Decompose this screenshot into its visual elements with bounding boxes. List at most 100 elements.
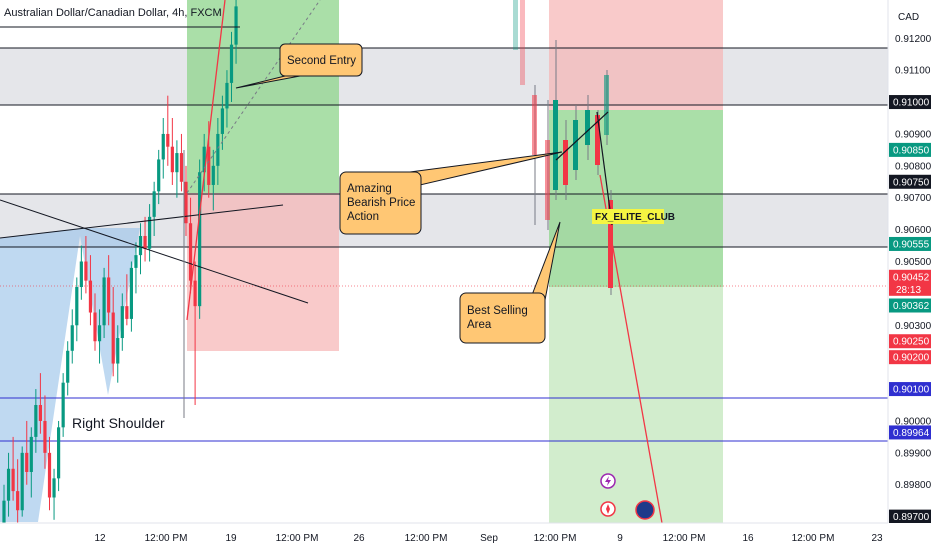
candle-body bbox=[202, 146, 206, 173]
time-tick-label: 12:00 PM bbox=[792, 533, 835, 544]
drawing-lines bbox=[0, 0, 663, 524]
candle-body bbox=[20, 452, 24, 511]
candle-body bbox=[16, 491, 20, 511]
candle-body bbox=[513, 0, 518, 50]
price-tick-label: 0.91200 bbox=[895, 34, 932, 45]
price-tick-label: 0.90300 bbox=[895, 321, 932, 332]
time-tick-label: 16 bbox=[742, 533, 754, 544]
callout-box bbox=[459, 292, 546, 344]
candle-body bbox=[52, 478, 56, 498]
projection-down-line bbox=[599, 174, 663, 524]
price-tick-label: 0.90800 bbox=[895, 161, 932, 172]
event-icons[interactable] bbox=[600, 473, 655, 520]
candle-body bbox=[116, 338, 120, 364]
price-tick-label: 0.90000 bbox=[895, 416, 932, 427]
price-tick-label: 0.89900 bbox=[895, 448, 932, 459]
price-ticks: 0.91200 0.91100 0.90900 0.90800 0.90700 0.906… bbox=[895, 34, 932, 491]
price-level-label: 0.89964 bbox=[893, 428, 930, 439]
candle-body bbox=[225, 82, 229, 109]
time-tick-label: 9 bbox=[617, 533, 623, 544]
annotation-text: Bearish Price bbox=[347, 197, 415, 209]
bearish-line-2 bbox=[596, 111, 613, 226]
time-axis[interactable] bbox=[0, 523, 932, 550]
candle-body bbox=[25, 452, 29, 472]
candle-body bbox=[157, 159, 161, 192]
annotation-text: Best Selling bbox=[467, 305, 528, 317]
price-label-bg bbox=[889, 509, 931, 524]
time-tick-label: 12:00 PM bbox=[276, 533, 319, 544]
candle-body bbox=[532, 95, 537, 155]
price-level-label: 0.90750 bbox=[893, 177, 930, 188]
time-tick-label: 12:00 PM bbox=[405, 533, 448, 544]
short-stop-box bbox=[549, 0, 723, 110]
candle-body bbox=[107, 277, 111, 313]
candle-body bbox=[129, 267, 133, 319]
callout-second-entry[interactable]: Second Entry bbox=[235, 43, 363, 89]
countdown-label: 28:13 bbox=[896, 285, 921, 296]
bearish-line-1 bbox=[555, 111, 609, 161]
candle-body bbox=[553, 100, 558, 190]
candle-body bbox=[573, 120, 578, 170]
australia-flag-icon[interactable] bbox=[635, 500, 655, 520]
candle-body bbox=[57, 427, 61, 479]
price-tick-label: 0.90900 bbox=[895, 129, 932, 140]
candle-body bbox=[61, 382, 65, 428]
trend-line-down bbox=[0, 199, 309, 304]
price-tick-label: 0.89800 bbox=[895, 480, 932, 491]
annotation-text: Area bbox=[467, 319, 492, 331]
time-tick-label: Sep bbox=[480, 533, 498, 544]
price-tick-label: 0.90500 bbox=[895, 257, 932, 268]
price-label-bg bbox=[889, 298, 931, 313]
candle-body bbox=[152, 191, 156, 217]
time-tick-label: 26 bbox=[353, 533, 365, 544]
candle-body bbox=[179, 153, 184, 182]
time-ticks: 12 12:00 PM 19 12:00 PM 26 12:00 PM Sep 12:00 P… bbox=[94, 533, 883, 544]
candle-body bbox=[216, 133, 220, 166]
price-level-label: 0.90200 bbox=[893, 353, 930, 364]
candle-body bbox=[6, 468, 11, 501]
price-label-bg bbox=[889, 382, 931, 397]
candle-body bbox=[125, 306, 129, 319]
candle-body bbox=[170, 146, 174, 173]
time-tick-label: 12:00 PM bbox=[145, 533, 188, 544]
candle-body bbox=[70, 325, 74, 351]
candle-body bbox=[595, 115, 600, 165]
time-tick-label: 12 bbox=[94, 533, 106, 544]
price-label-bg bbox=[889, 95, 931, 110]
callout-bearish-action[interactable]: Amazing Bearish Price Action bbox=[339, 151, 563, 235]
lightning-glyph-icon bbox=[605, 476, 611, 486]
candle-body bbox=[97, 325, 102, 342]
callout-box bbox=[339, 171, 422, 235]
price-label-bg bbox=[889, 236, 931, 251]
price-label-bg bbox=[889, 269, 931, 296]
candle-body bbox=[134, 255, 138, 268]
price-level-label: 0.90555 bbox=[893, 239, 930, 250]
candle-body bbox=[143, 235, 147, 249]
candle-body bbox=[608, 200, 613, 288]
candle-body bbox=[34, 405, 38, 437]
candle-body bbox=[545, 140, 550, 220]
candle-body bbox=[47, 452, 52, 498]
candle-body bbox=[84, 261, 88, 281]
price-label-bg bbox=[889, 334, 931, 349]
callout-best-selling[interactable]: Best Selling Area bbox=[459, 221, 561, 344]
candle-body bbox=[43, 420, 47, 453]
time-tick-label: 23 bbox=[871, 533, 883, 544]
chart-title: Australian Dollar/Canadian Dollar, 4h, F… bbox=[4, 7, 222, 19]
candle-body bbox=[184, 181, 188, 224]
price-tick-label: 0.91100 bbox=[895, 66, 931, 77]
candle-body bbox=[211, 165, 215, 185]
candle-body bbox=[29, 436, 33, 472]
price-level-label: 0.90100 bbox=[893, 385, 930, 396]
maple-leaf-icon bbox=[606, 504, 610, 514]
candle-body bbox=[234, 6, 238, 45]
price-label-bg bbox=[889, 142, 931, 157]
watermark-label-bg bbox=[592, 209, 664, 224]
candle-body bbox=[563, 140, 568, 185]
price-level-label: 0.91000 bbox=[893, 98, 930, 109]
price-level-label: 0.89700 bbox=[893, 512, 930, 523]
candle-body bbox=[148, 216, 152, 249]
annotation-text: Action bbox=[347, 211, 379, 223]
price-tick-label: 0.90700 bbox=[895, 193, 932, 204]
